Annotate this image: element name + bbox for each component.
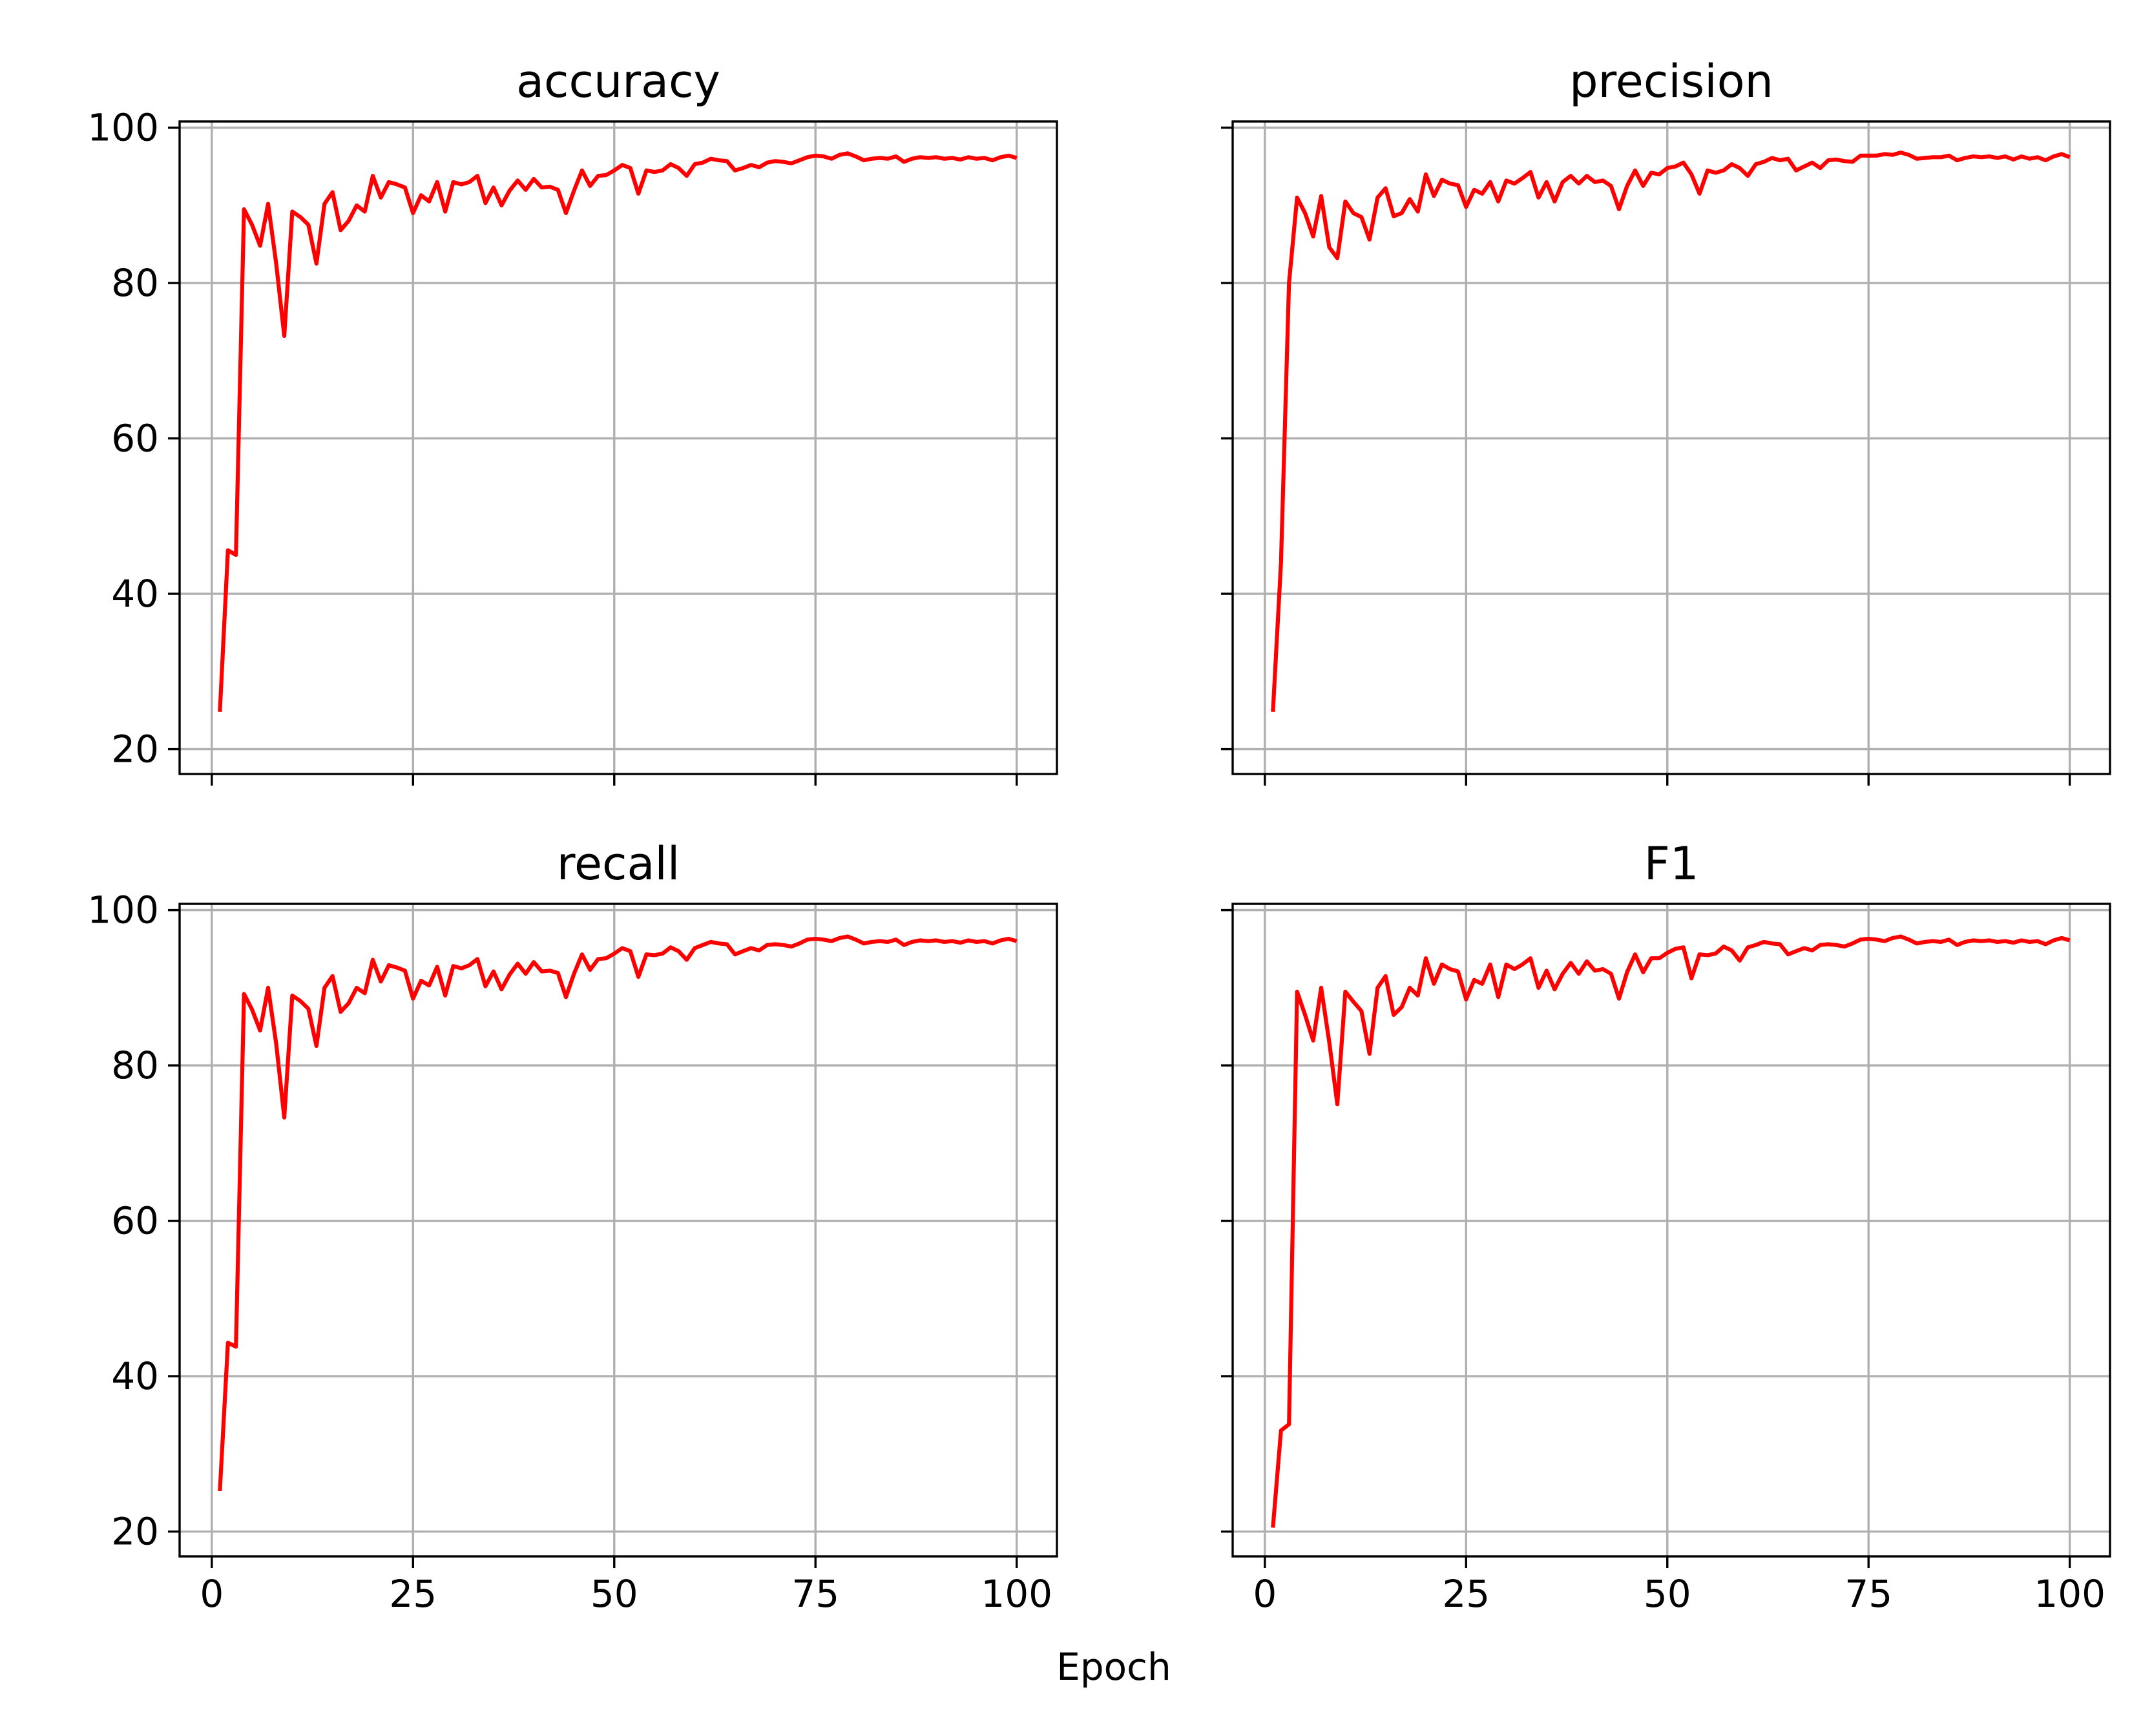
- accuracy-title: accuracy: [516, 55, 720, 108]
- recall-x-tick-label: 100: [981, 1572, 1052, 1616]
- shared-x-axis-label: Epoch: [1056, 1645, 1171, 1689]
- recall-y-tick-label: 100: [87, 888, 159, 932]
- recall-series-line: [218, 934, 1018, 1492]
- recall-x-tick-label: 50: [590, 1572, 638, 1616]
- recall-title: recall: [557, 837, 680, 890]
- recall-x-tick-label: 25: [389, 1572, 437, 1616]
- recall-y-tick-label: 60: [111, 1199, 159, 1243]
- precision-axes-frame: [1231, 120, 2111, 775]
- precision-title: precision: [1569, 55, 1773, 108]
- accuracy-y-tick-label: 80: [111, 261, 159, 305]
- f1-title: F1: [1644, 837, 1699, 890]
- f1-axes-frame: [1231, 903, 2111, 1558]
- accuracy-series-line: [218, 151, 1018, 712]
- recall-y-tick-label: 80: [111, 1043, 159, 1087]
- recall-y-tick-label: 20: [111, 1510, 159, 1554]
- f1-x-tick-label: 50: [1644, 1572, 1691, 1616]
- f1-x-tick-label: 0: [1253, 1572, 1277, 1616]
- accuracy-y-tick-label: 60: [111, 417, 159, 461]
- recall-x-tick-label: 75: [791, 1572, 839, 1616]
- accuracy-y-tick-label: 20: [111, 727, 159, 771]
- accuracy-subplot: 20 40 60 80 100 accuracy: [87, 55, 1058, 786]
- f1-series-line: [1271, 934, 2071, 1528]
- recall-y-tick-label: 40: [111, 1354, 159, 1398]
- f1-x-tick-label: 100: [2034, 1572, 2105, 1616]
- accuracy-axes-frame: [178, 120, 1058, 775]
- recall-subplot: 0 25 50 75 100 20 40 60 80 100 recall: [87, 837, 1058, 1616]
- accuracy-y-tick-label: 100: [87, 106, 159, 150]
- precision-subplot: precision: [1221, 55, 2111, 786]
- f1-subplot: 0 25 50 75 100 F1: [1221, 837, 2111, 1616]
- precision-series-line: [1271, 151, 2071, 712]
- recall-x-tick-label: 0: [200, 1572, 224, 1616]
- accuracy-y-tick-label: 40: [111, 572, 159, 616]
- recall-axes-frame: [178, 903, 1058, 1558]
- f1-x-tick-label: 25: [1442, 1572, 1490, 1616]
- f1-x-tick-label: 75: [1844, 1572, 1892, 1616]
